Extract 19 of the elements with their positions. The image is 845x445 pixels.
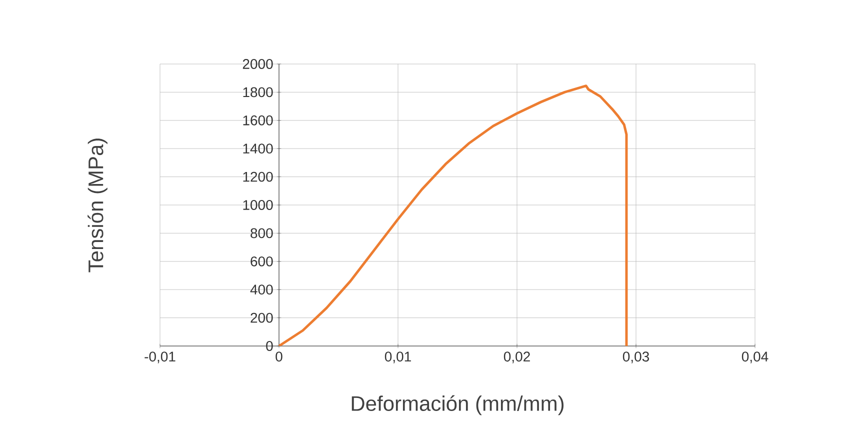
- y-tick-label: 1800: [243, 87, 273, 98]
- x-tick-label: 0,02: [504, 352, 530, 364]
- y-tick-label: 1200: [243, 172, 273, 182]
- y-tick-label: 400: [250, 284, 273, 295]
- y-axis-title: Tensión (MPa): [88, 138, 108, 272]
- x-tick-label: 0,03: [622, 352, 650, 364]
- x-tick-label: -0,01: [144, 352, 176, 364]
- y-tick-label: 800: [250, 228, 273, 238]
- y-tick-label: 600: [250, 256, 273, 266]
- line-series: [278, 84, 628, 346]
- x-axis-title: Deformación (mm/mm): [352, 395, 564, 416]
- x-tick-label: 0: [276, 352, 282, 362]
- x-tick-label: 0,04: [742, 352, 768, 364]
- y-tick-label: 2000: [242, 59, 273, 69]
- y-tick-label: 200: [250, 312, 273, 323]
- y-tick-label: 1600: [243, 115, 273, 126]
- y-tick-label: 1000: [243, 200, 273, 210]
- y-tick-label: 1400: [243, 144, 273, 154]
- x-tick-label: 0,01: [384, 352, 411, 364]
